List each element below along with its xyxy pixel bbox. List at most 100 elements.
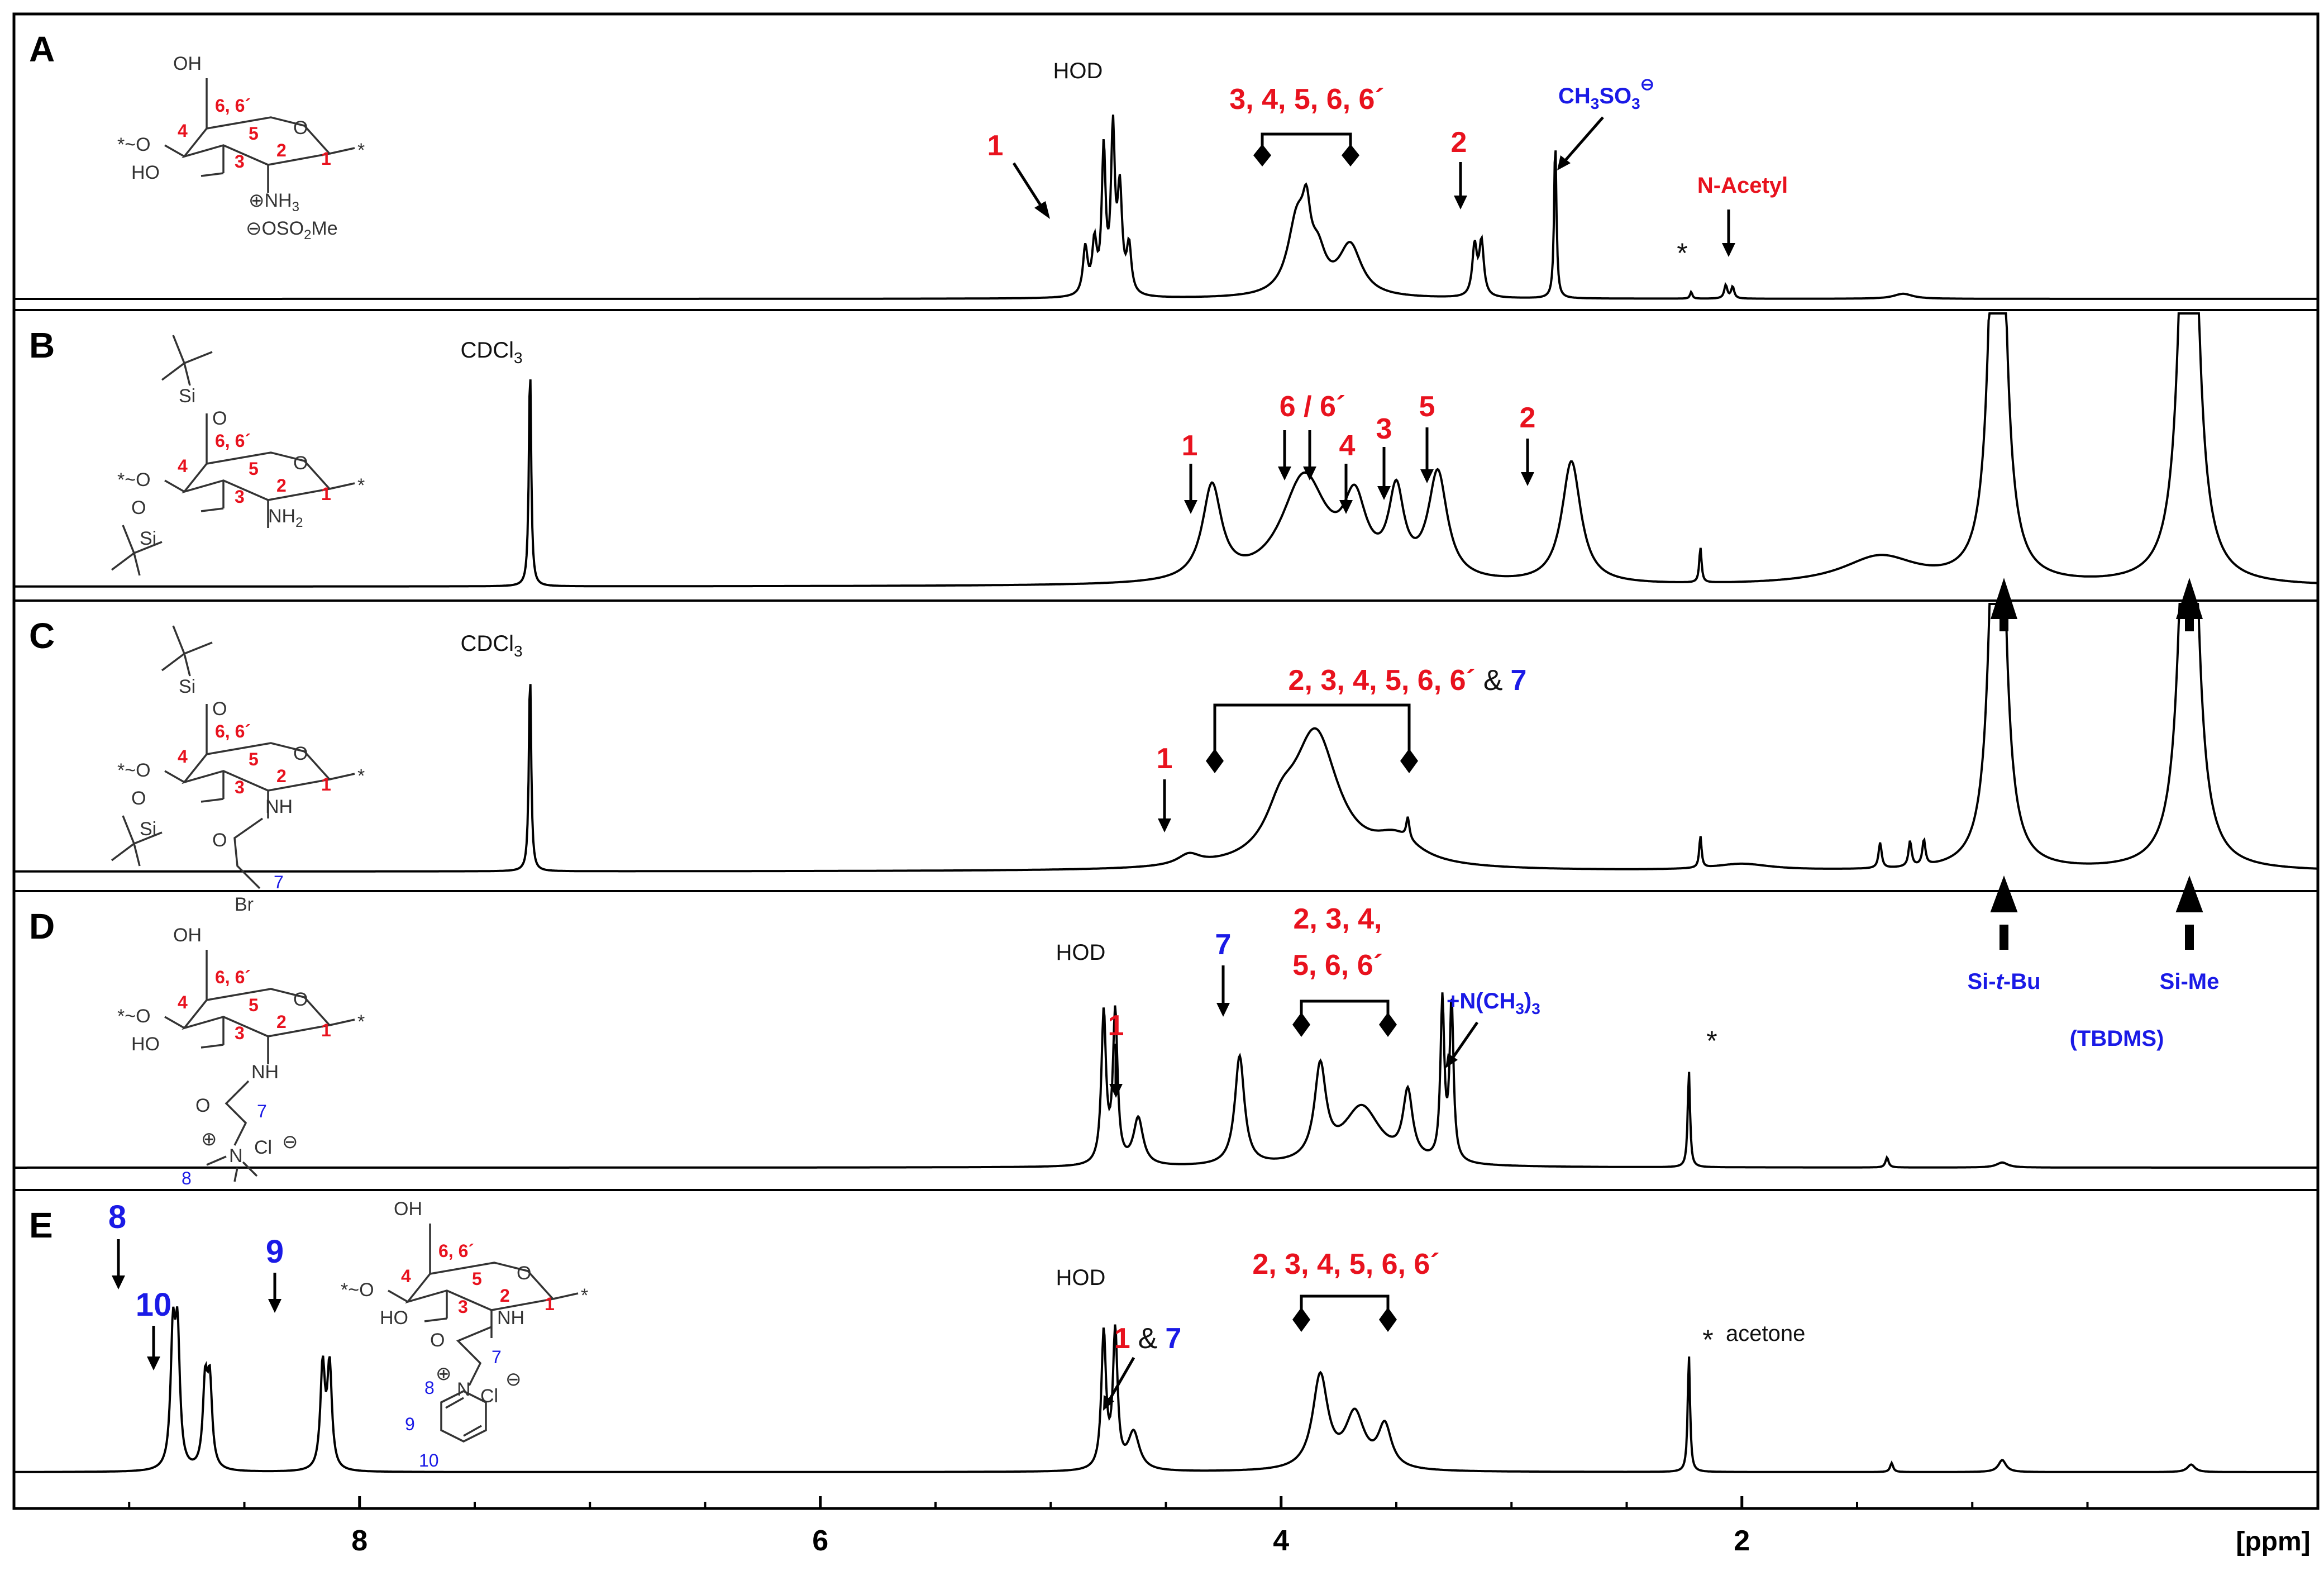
struct-o: O — [430, 1330, 445, 1351]
label-d-trimethylammonium: +N(CH3)3 — [1447, 989, 1540, 1017]
struct-ho: HO — [131, 162, 160, 183]
label-c-range: 2, 3, 4, 5, 6, 6´ & 7 — [1289, 664, 1527, 697]
pos-66: 6, 6´ — [215, 967, 251, 987]
tbu-bond — [111, 525, 163, 576]
panel-letter-a: A — [29, 29, 55, 69]
pos-4: 4 — [178, 456, 188, 476]
x-tick-label: 4 — [1273, 1525, 1289, 1557]
spectrum-line-b — [14, 312, 2318, 588]
label-e-1-7: 1 & 7 — [1114, 1322, 1182, 1355]
spectrum-line-d — [14, 992, 2318, 1169]
struct-o: O — [212, 408, 227, 429]
bracket-d-diamond-right — [1379, 1012, 1397, 1037]
label-e-acetone: acetone — [1726, 1321, 1805, 1346]
struct-br: Br — [235, 894, 254, 915]
x-tick-label: 8 — [351, 1525, 368, 1557]
ring-bond — [201, 798, 224, 803]
pos-7: 7 — [491, 1347, 502, 1367]
panel-letter-c: C — [29, 616, 55, 656]
arrow-b-6-head — [1278, 467, 1291, 480]
ring-bond — [182, 742, 332, 792]
label-d-range2: 5, 6, 6´ — [1292, 949, 1383, 982]
bracket-a-diamond-right — [1342, 144, 1359, 166]
panel-letter-b: B — [29, 325, 55, 365]
label-d-7: 7 — [1215, 929, 1232, 961]
ring-bond — [164, 479, 185, 493]
bracket-a-diamond-left — [1253, 144, 1271, 166]
struct-si: Si — [179, 385, 195, 407]
x-tick-label: 2 — [1734, 1525, 1750, 1557]
struct-nh2: NH2 — [268, 506, 303, 530]
bracket-a — [1261, 132, 1352, 151]
label-b-1: 1 — [1182, 430, 1198, 462]
ring-bond — [164, 144, 185, 158]
spectrum-line-a — [14, 115, 2318, 300]
struct-nh: NH — [497, 1307, 524, 1329]
arrow-a-mesylate-head — [1557, 155, 1571, 170]
label-a-1: 1 — [987, 130, 1004, 162]
struct-cl: Cl — [480, 1386, 498, 1407]
panel-c-annotations: CDCl3 1 2, 3, 4, 5, 6, 6´ & 7 — [460, 631, 2203, 950]
spectrum-line-e — [13, 1306, 2318, 1473]
arrow-a-1 — [1012, 162, 1045, 211]
bracket-e — [1300, 1294, 1390, 1313]
struct-n: N — [229, 1145, 243, 1167]
pos-5: 5 — [249, 459, 259, 479]
label-b-2: 2 — [1520, 402, 1536, 434]
label-sime: Si-Me — [2160, 969, 2220, 994]
struct-nh3: ⊕NH3 — [249, 190, 299, 215]
panel-letters: A B C D E — [29, 29, 55, 1245]
label-a-range: 3, 4, 5, 6, 6´ — [1229, 83, 1385, 116]
struct-star: * — [581, 1285, 588, 1306]
label-c-1: 1 — [1157, 742, 1173, 775]
pos-2: 2 — [500, 1286, 510, 1306]
arrow-b-sitbu — [1990, 578, 2018, 631]
struct-o: O — [131, 788, 146, 809]
struct-o: O — [212, 698, 227, 720]
panel-a-annotations: HOD 1 3, 4, 5, 6, 6´ 2 CH3SO3⊖ N-Acetyl … — [987, 59, 1788, 269]
bracket-d-diamond-left — [1292, 1012, 1310, 1037]
ring-oxygen: O — [293, 743, 308, 764]
x-tick-label: 6 — [812, 1525, 828, 1557]
amide-bond — [225, 1080, 250, 1146]
struct-minus: ⊖ — [505, 1369, 522, 1390]
spectrum-line-c — [14, 603, 2318, 873]
arrow-e-9-head — [268, 1299, 281, 1313]
label-d-1: 1 — [1108, 1010, 1124, 1042]
panel-e-annotations: 8 10 9 HOD 1 & 7 2, 3, 4, 5, 6, 6´ * aceto… — [108, 1199, 1805, 1411]
pos-66: 6, 6´ — [215, 721, 251, 741]
pyridine-ring — [440, 1390, 487, 1443]
struct-oh: OH — [173, 925, 202, 946]
arrow-b-2-head — [1521, 472, 1534, 486]
pos-5: 5 — [249, 749, 259, 769]
struct-oh: OH — [394, 1198, 422, 1220]
arrow-a-2-head — [1454, 196, 1467, 210]
ring-bond — [388, 1289, 408, 1303]
label-c-cdcl3: CDCl3 — [460, 631, 522, 660]
amide-bond — [233, 817, 264, 889]
label-e-10: 10 — [136, 1287, 172, 1323]
arrow-a-nacetyl-head — [1722, 243, 1735, 257]
methyl-bond — [206, 1155, 258, 1182]
label-d-star: * — [1706, 1025, 1717, 1056]
panel-letter-e: E — [29, 1205, 53, 1245]
struct-nh: NH — [265, 796, 293, 817]
pos-1: 1 — [321, 774, 331, 794]
arrow-d-nme — [1450, 1021, 1479, 1060]
ring-oxygen: O — [293, 453, 308, 474]
label-d-hod: HOD — [1056, 940, 1106, 965]
ring-bond — [329, 482, 355, 490]
x-axis-label: [ppm] — [2236, 1527, 2310, 1557]
arrow-b-5-head — [1420, 469, 1434, 483]
pos-1: 1 — [321, 484, 331, 504]
label-hod-a: HOD — [1053, 59, 1103, 83]
label-e-range: 2, 3, 4, 5, 6, 6´ — [1252, 1248, 1439, 1281]
struct-minus: ⊖ — [282, 1131, 298, 1153]
label-a-mesylate: CH3SO3⊖ — [1558, 75, 1654, 112]
struct-star: * — [357, 765, 365, 787]
pos-2: 2 — [276, 475, 287, 496]
pos-5: 5 — [249, 995, 259, 1015]
ring-oxygen: O — [293, 117, 308, 139]
x-axis: 8 6 4 2 [ppm] — [128, 1496, 2311, 1557]
